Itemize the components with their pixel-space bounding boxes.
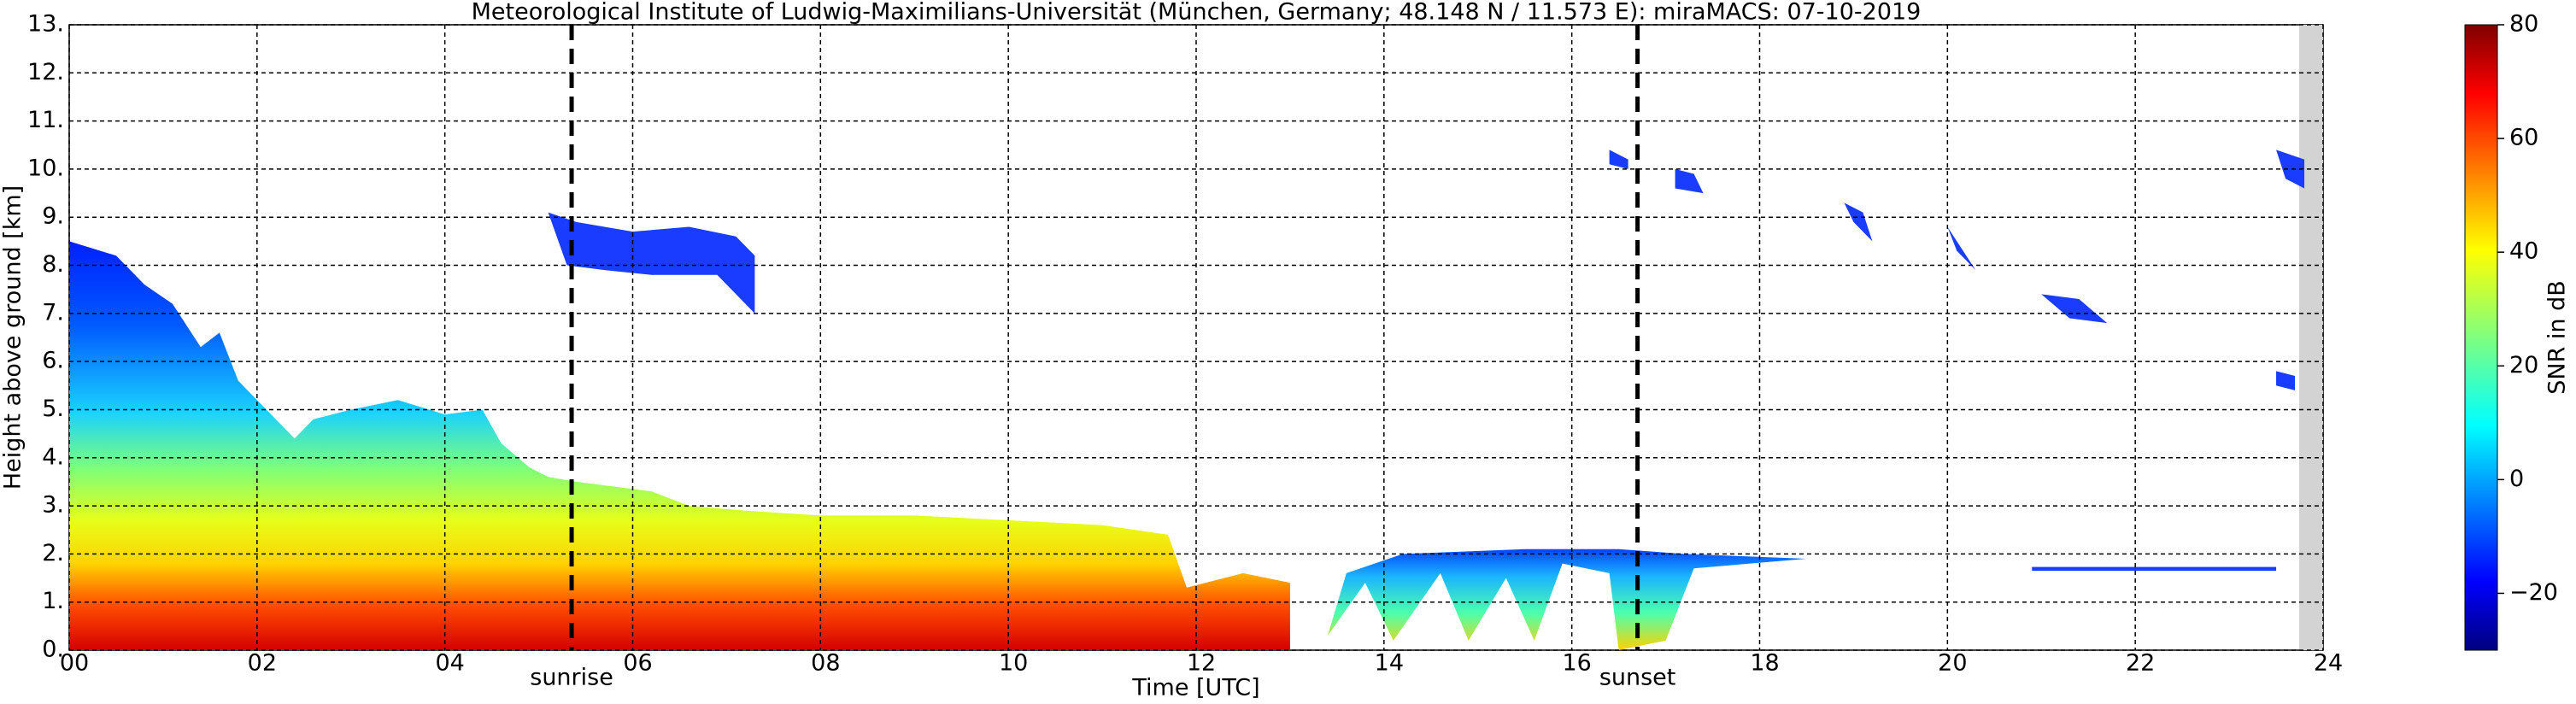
- y-tick-label: 5.: [42, 396, 64, 422]
- y-tick-label: 12.: [27, 59, 64, 85]
- y-tick-label: 7.: [42, 299, 64, 326]
- y-tick-label: 6.: [42, 348, 64, 374]
- x-tick-label: 22: [2126, 650, 2155, 677]
- x-tick-label: 08: [811, 650, 840, 677]
- colorbar-label: SNR in dB: [2544, 280, 2571, 395]
- x-tick-label: 00: [60, 650, 89, 677]
- colorbar-tick-label: 0: [2509, 466, 2524, 492]
- x-tick-label: 04: [435, 650, 464, 677]
- y-tick-label: 10.: [27, 155, 64, 181]
- y-tick-label: 4.: [42, 443, 64, 470]
- x-tick-label: 12: [1187, 650, 1216, 677]
- colorbar-tick-label: 60: [2509, 125, 2538, 151]
- y-tick-label: 1.: [42, 588, 64, 614]
- no-data-region: [2299, 25, 2323, 650]
- y-tick-label: 11.: [27, 107, 64, 133]
- x-axis-label: Time [UTC]: [1131, 675, 1259, 701]
- colorbar-tick-label: 40: [2509, 238, 2538, 265]
- colorbar-tick-label: 20: [2509, 352, 2538, 378]
- y-axis-label: Height above ground [km]: [0, 185, 26, 490]
- y-tick-label: 8.: [42, 251, 64, 278]
- y-tick-label: 13.: [27, 11, 64, 38]
- chart-title: Meteorological Institute of Ludwig-Maxim…: [472, 0, 1922, 26]
- colorbar-tick-label: 80: [2509, 11, 2538, 38]
- y-tick-label: 3.: [42, 492, 64, 519]
- y-tick-label: 9.: [42, 203, 64, 230]
- x-tick-label: 10: [999, 650, 1028, 677]
- x-tick-label: 14: [1375, 650, 1404, 677]
- event-label: sunrise: [530, 665, 613, 691]
- x-tick-label: 06: [623, 650, 652, 677]
- x-tick-label: 18: [1750, 650, 1779, 677]
- colorbar-tick-label: −20: [2509, 579, 2558, 606]
- x-tick-label: 02: [248, 650, 277, 677]
- x-tick-label: 16: [1562, 650, 1591, 677]
- event-label: sunset: [1599, 665, 1676, 691]
- y-tick-label: 0.: [42, 637, 64, 663]
- colorbar: [2464, 24, 2498, 651]
- x-tick-label: 24: [2314, 650, 2343, 677]
- echo-field: [69, 150, 2305, 650]
- x-tick-label: 20: [1938, 650, 1967, 677]
- y-tick-label: 2.: [42, 540, 64, 566]
